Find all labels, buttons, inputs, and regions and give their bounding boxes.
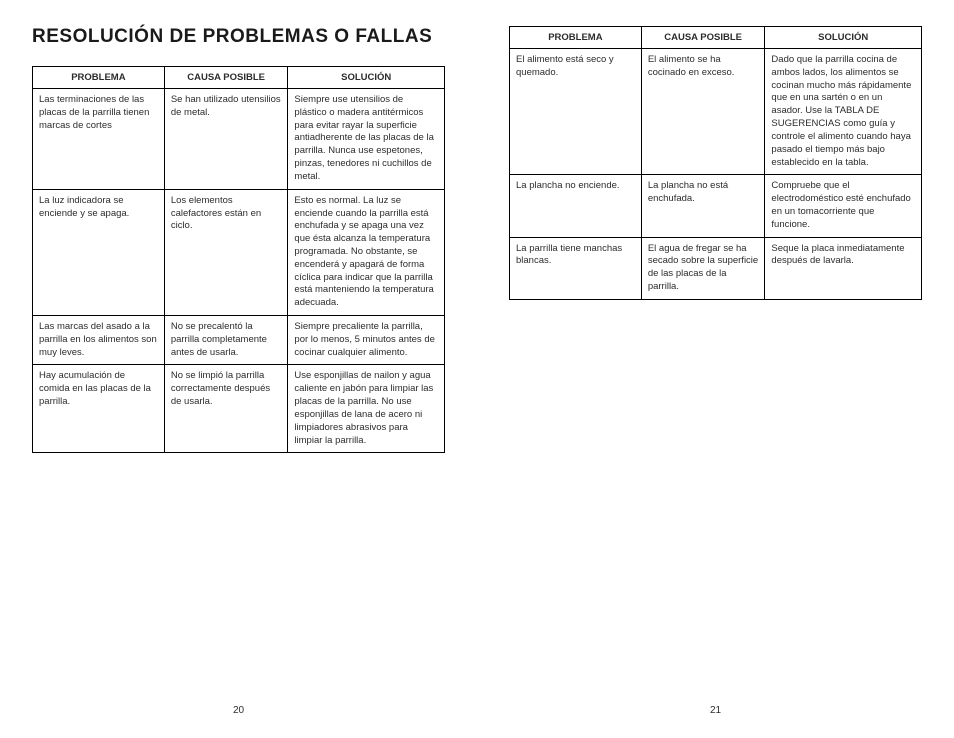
cell-causa: No se limpió la parrilla correctamente d… <box>164 365 288 453</box>
table-row: El alimento está seco y quemado. El alim… <box>510 49 922 175</box>
header-causa: CAUSA POSIBLE <box>641 27 765 49</box>
cell-solucion: Esto es normal. La luz se enciende cuand… <box>288 189 445 315</box>
cell-solucion: Dado que la parrilla cocina de ambos lad… <box>765 49 922 175</box>
cell-causa: El agua de fregar se ha secado sobre la … <box>641 237 765 299</box>
table-row: Las marcas del asado a la parrilla en lo… <box>33 316 445 365</box>
cell-causa: Se han utilizado utensilios de metal. <box>164 89 288 190</box>
cell-problema: Las terminaciones de las placas de la pa… <box>33 89 165 190</box>
cell-problema: El alimento está seco y quemado. <box>510 49 642 175</box>
cell-solucion: Seque la placa inmediatamente después de… <box>765 237 922 299</box>
header-solucion: SOLUCIÓN <box>288 67 445 89</box>
page-left: RESOLUCIÓN DE PROBLEMAS O FALLAS PROBLEM… <box>0 0 477 738</box>
table-header-row: PROBLEMA CAUSA POSIBLE SOLUCIÓN <box>33 67 445 89</box>
cell-problema: La luz indicadora se enciende y se apaga… <box>33 189 165 315</box>
table-header-row: PROBLEMA CAUSA POSIBLE SOLUCIÓN <box>510 27 922 49</box>
cell-solucion: Siempre use utensilios de plástico o mad… <box>288 89 445 190</box>
cell-problema: Las marcas del asado a la parrilla en lo… <box>33 316 165 365</box>
troubleshooting-table-right: PROBLEMA CAUSA POSIBLE SOLUCIÓN El alime… <box>509 26 922 300</box>
cell-problema: La plancha no enciende. <box>510 175 642 237</box>
table-row: Las terminaciones de las placas de la pa… <box>33 89 445 190</box>
cell-causa: El alimento se ha cocinado en exceso. <box>641 49 765 175</box>
cell-causa: Los elementos calefactores están en cicl… <box>164 189 288 315</box>
page-title: RESOLUCIÓN DE PROBLEMAS O FALLAS <box>32 26 445 48</box>
header-problema: PROBLEMA <box>510 27 642 49</box>
cell-causa: La plancha no está enchufada. <box>641 175 765 237</box>
cell-solucion: Compruebe que el electrodoméstico esté e… <box>765 175 922 237</box>
header-problema: PROBLEMA <box>33 67 165 89</box>
cell-causa: No se precalentó la parrilla completamen… <box>164 316 288 365</box>
table-row: La plancha no enciende. La plancha no es… <box>510 175 922 237</box>
cell-solucion: Siempre precaliente la parrilla, por lo … <box>288 316 445 365</box>
cell-problema: Hay acumulación de comida en las placas … <box>33 365 165 453</box>
cell-problema: La parrilla tiene manchas blancas. <box>510 237 642 299</box>
page-right: PROBLEMA CAUSA POSIBLE SOLUCIÓN El alime… <box>477 0 954 738</box>
header-causa: CAUSA POSIBLE <box>164 67 288 89</box>
page-number-left: 20 <box>0 705 477 716</box>
table-row: La parrilla tiene manchas blancas. El ag… <box>510 237 922 299</box>
table-row: Hay acumulación de comida en las placas … <box>33 365 445 453</box>
cell-solucion: Use esponjillas de nailon y agua calient… <box>288 365 445 453</box>
page-number-right: 21 <box>477 705 954 716</box>
header-solucion: SOLUCIÓN <box>765 27 922 49</box>
table-row: La luz indicadora se enciende y se apaga… <box>33 189 445 315</box>
troubleshooting-table-left: PROBLEMA CAUSA POSIBLE SOLUCIÓN Las term… <box>32 66 445 453</box>
